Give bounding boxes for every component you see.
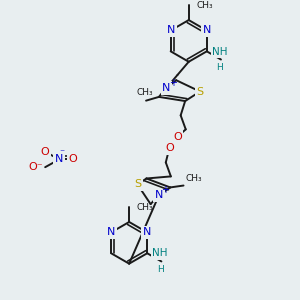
Text: H: H [157, 265, 164, 274]
Text: S: S [196, 86, 204, 97]
Text: +: + [169, 78, 177, 88]
Text: S: S [134, 179, 141, 189]
Text: N: N [55, 154, 63, 164]
Text: N: N [107, 227, 115, 237]
Text: O⁻: O⁻ [28, 162, 43, 172]
Text: O: O [69, 154, 77, 164]
Text: N: N [167, 26, 175, 35]
Text: H: H [216, 63, 223, 72]
Text: N: N [143, 227, 152, 237]
Text: ⁻: ⁻ [59, 148, 64, 158]
Text: O: O [41, 147, 50, 157]
Text: NH: NH [212, 46, 227, 56]
Text: N: N [202, 26, 211, 35]
Text: CH₃: CH₃ [136, 202, 153, 211]
Text: CH₃: CH₃ [136, 88, 153, 97]
Text: CH₃: CH₃ [185, 174, 202, 183]
Text: N: N [162, 83, 171, 93]
Text: O: O [165, 143, 174, 153]
Text: O: O [173, 132, 182, 142]
Text: +: + [161, 185, 169, 195]
Text: NH: NH [152, 248, 168, 259]
Text: N: N [155, 190, 163, 200]
Text: CH₃: CH₃ [196, 1, 213, 10]
